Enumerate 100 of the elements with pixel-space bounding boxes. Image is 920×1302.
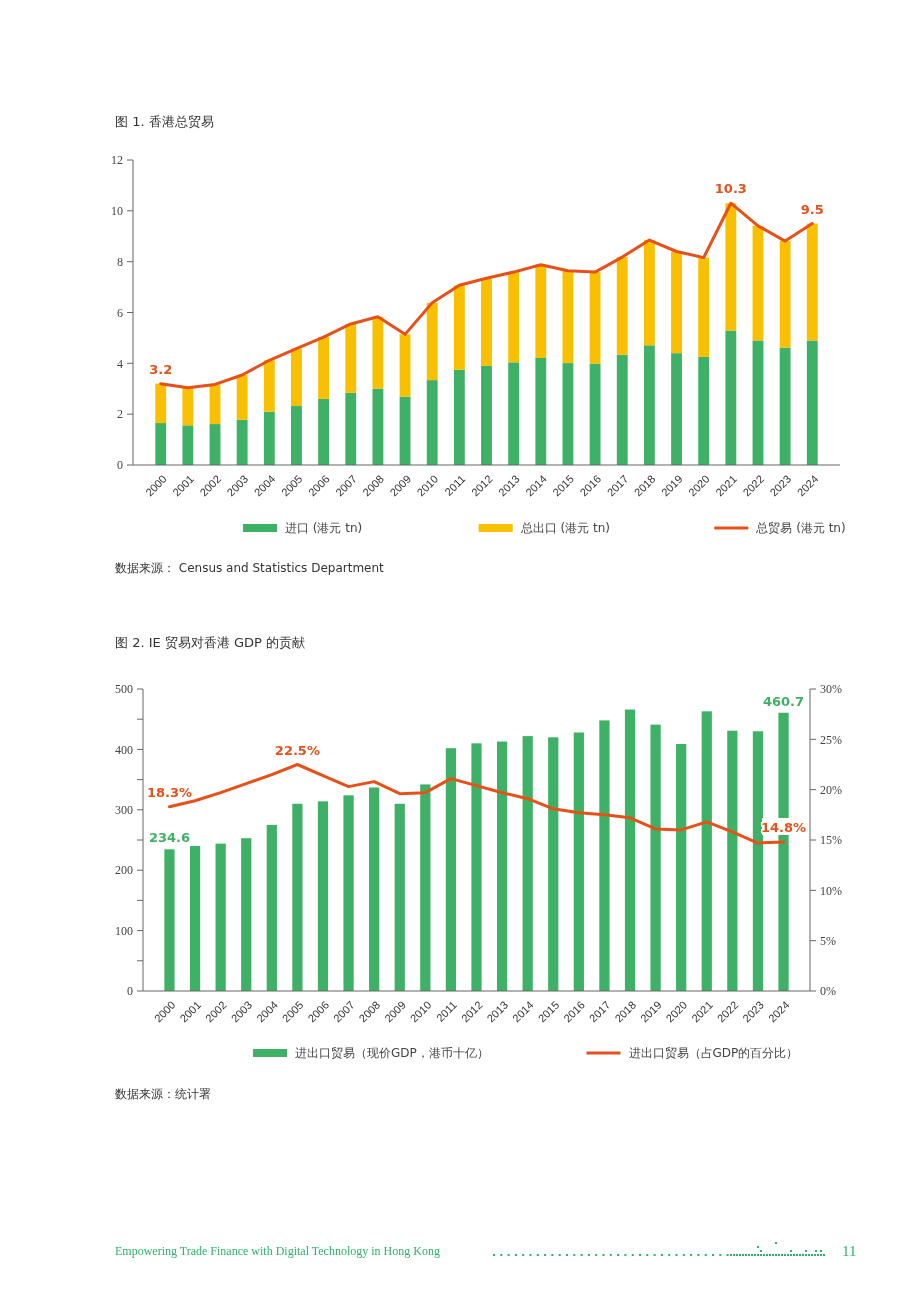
bar: [650, 724, 661, 991]
source-note: 数据来源：统计署: [115, 1087, 211, 1101]
bar: [496, 741, 508, 991]
y-tick-label: 12: [111, 153, 123, 168]
bar: [616, 354, 628, 465]
y-tick-label: 500: [115, 682, 133, 697]
y2-tick-label: 5%: [820, 933, 836, 948]
bar: [671, 251, 682, 354]
bar: [263, 411, 275, 465]
bar: [291, 348, 302, 407]
bar: [369, 787, 380, 991]
bar: [522, 736, 533, 991]
y-tick-label: 4: [117, 356, 123, 371]
data-label: 14.8%: [760, 820, 807, 836]
data-label: 10.3: [714, 181, 747, 197]
y2-tick-label: 15%: [820, 833, 842, 848]
bar: [616, 257, 628, 355]
bar: [725, 203, 737, 331]
bar: [182, 387, 194, 426]
bar: [164, 849, 175, 991]
y-tick-label: 10: [111, 204, 123, 219]
bar: [676, 743, 687, 991]
y2-tick-label: 20%: [820, 782, 842, 797]
bar: [420, 784, 431, 991]
bar: [155, 383, 167, 424]
bar: [562, 270, 574, 364]
bar: [535, 358, 547, 465]
bar: [727, 730, 738, 991]
bar: [535, 264, 547, 358]
bar: [779, 347, 791, 465]
bar: [481, 365, 492, 465]
bar: [399, 334, 411, 397]
y-tick-label: 200: [115, 863, 133, 878]
bar: [548, 737, 559, 991]
data-label: 460.7: [762, 693, 805, 709]
bar: [779, 241, 791, 348]
bar: [806, 340, 818, 465]
chart-title: 图 2. IE 贸易对香港 GDP 的贡献: [115, 635, 306, 650]
chart-title: 图 1. 香港总贸易: [115, 114, 214, 129]
bar: [372, 316, 384, 389]
y2-tick-label: 0%: [820, 984, 836, 999]
y2-tick-label: 10%: [820, 883, 842, 898]
bar: [215, 843, 226, 991]
bar: [263, 360, 275, 412]
y-tick-label: 100: [115, 923, 133, 938]
y-tick-label: 0: [117, 458, 123, 473]
data-label: 22.5%: [274, 742, 320, 758]
bar: [317, 801, 329, 991]
y-tick-label: 8: [117, 254, 123, 269]
bar: [453, 285, 465, 370]
bar: [426, 380, 438, 465]
bar: [725, 330, 737, 465]
y-tick-label: 0: [127, 984, 133, 999]
bar: [643, 240, 655, 346]
bar: [624, 709, 636, 991]
bar: [292, 803, 303, 991]
text: 11: [842, 1243, 857, 1259]
y2-tick-label: 25%: [820, 732, 842, 747]
bar: [345, 392, 357, 465]
bar: [701, 711, 712, 991]
bar: [508, 272, 520, 363]
bar: [189, 846, 201, 991]
text: Empowering Trade Finance with Digital Technology in Hong Kong: [115, 1244, 440, 1258]
bar: [343, 795, 354, 991]
legend-label: 进出口贸易（现价GDP，港币十亿）: [295, 1046, 489, 1061]
bar: [698, 257, 710, 357]
data-label: 9.5: [800, 201, 824, 217]
bar: [599, 720, 610, 991]
y-tick-label: 2: [117, 407, 123, 422]
bar: [318, 398, 330, 465]
y-tick-label: 6: [117, 305, 123, 320]
bar: [589, 272, 601, 364]
bar: [573, 732, 584, 991]
y-tick-label: 400: [115, 742, 133, 757]
bar: [643, 345, 655, 465]
bar: [752, 225, 764, 341]
bar: [345, 323, 357, 393]
legend-label: 进出口贸易（占GDP的百分比）: [628, 1046, 799, 1061]
bar: [562, 363, 574, 465]
bar: [155, 423, 167, 465]
data-label: 234.6: [148, 830, 191, 846]
bar: [471, 743, 482, 991]
bar: [445, 748, 457, 991]
bar: [266, 824, 277, 991]
bar: [671, 353, 682, 465]
bar: [318, 337, 330, 399]
bar: [241, 838, 252, 991]
bar: [453, 369, 465, 465]
y-tick-label: 300: [115, 803, 133, 817]
bar: [481, 278, 492, 366]
legend-label: 总出口 (港元 tn): [519, 521, 610, 536]
data-label: 18.3%: [146, 784, 193, 800]
bar: [508, 362, 520, 465]
bar: [236, 419, 248, 465]
bar: [236, 375, 248, 420]
legend-label: 进口 (港元 tn): [285, 521, 363, 536]
bar: [182, 425, 194, 465]
bar: [209, 424, 221, 465]
bar: [698, 356, 710, 465]
bar: [291, 406, 302, 465]
